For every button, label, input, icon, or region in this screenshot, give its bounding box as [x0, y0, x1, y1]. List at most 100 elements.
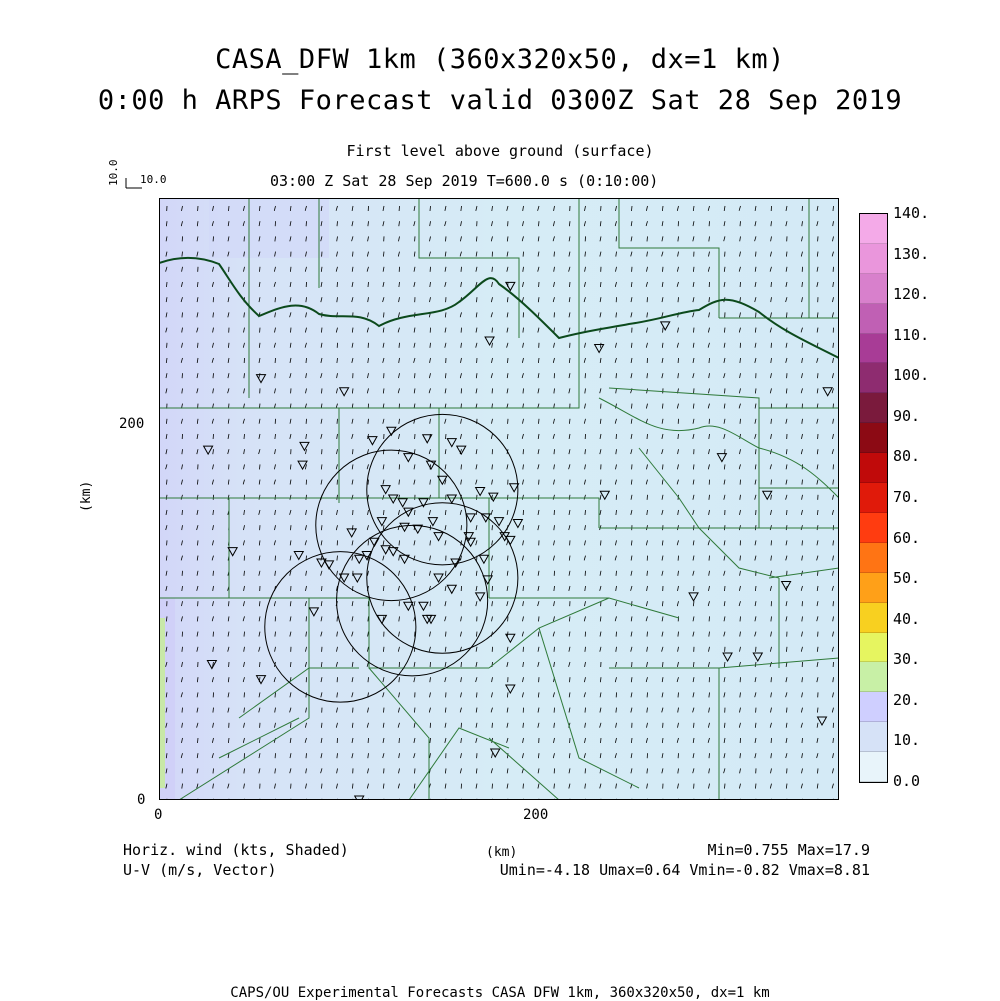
wind-vector: [647, 434, 648, 439]
wind-vector: [213, 571, 214, 576]
min-max-readout: Min=0.755 Max=17.9: [707, 843, 870, 858]
colorbar-label: 0.0: [893, 774, 920, 789]
wind-vector: [415, 373, 416, 378]
wind-vector: [833, 206, 834, 211]
wind-vector: [694, 328, 695, 333]
y-tick-label-200: 200: [119, 417, 144, 431]
uv-range-readout: Umin=-4.18 Umax=0.64 Vmin=-0.82 Vmax=8.8…: [500, 863, 870, 878]
colorbar-label: 70.: [893, 490, 920, 505]
colorbar-swatch: [860, 334, 887, 364]
colorbar-swatch: [860, 752, 887, 782]
wind-vector: [229, 206, 230, 211]
wind-vector: [492, 525, 493, 530]
wind-vector: [399, 343, 400, 348]
wind-vector: [430, 601, 431, 606]
wind-vector: [337, 419, 338, 424]
wind-vector: [616, 373, 617, 378]
wind-vector: [260, 662, 261, 667]
wind-vector: [399, 738, 400, 743]
wind-vector: [678, 692, 679, 697]
credit-line: CAPS/OU Experimental Forecasts CASA DFW …: [0, 986, 1000, 1000]
wind-vector: [632, 206, 633, 211]
wind-vector: [601, 738, 602, 743]
wind-vector: [802, 540, 803, 545]
wind-vector: [554, 449, 555, 454]
shading-variable-label: Horiz. wind (kts, Shaded): [123, 843, 349, 858]
wind-vector: [756, 449, 757, 454]
x-tick-label-0: 0: [154, 808, 162, 822]
colorbar-label: 90.: [893, 409, 920, 424]
wind-vector: [539, 616, 540, 621]
colorbar-swatch: [860, 304, 887, 334]
wind-vector: [709, 753, 710, 758]
wind-vector: [337, 616, 338, 621]
wind-vector: [647, 236, 648, 241]
wind-vector: [244, 236, 245, 241]
wind-vector: [585, 510, 586, 515]
wind-vector: [399, 540, 400, 545]
wind-vector: [771, 282, 772, 287]
wind-vector: [461, 464, 462, 469]
wind-vector: [477, 297, 478, 302]
wind-vector: [260, 464, 261, 469]
wind-vector: [632, 601, 633, 606]
wind-vector: [709, 556, 710, 561]
wind-vector: [167, 282, 168, 287]
wind-vector: [663, 464, 664, 469]
wind-vector: [415, 571, 416, 576]
wind-vector: [663, 267, 664, 272]
wind-vector: [570, 480, 571, 485]
colorbar-label: 50.: [893, 571, 920, 586]
wind-vector: [802, 738, 803, 743]
wind-vector: [787, 510, 788, 515]
wind-vector: [601, 343, 602, 348]
wind-vector: [632, 404, 633, 409]
wind-vector: [291, 328, 292, 333]
wind-vector: [291, 723, 292, 728]
colorbar-label: 20.: [893, 693, 920, 708]
colorbar-label: 40.: [893, 612, 920, 627]
wind-vector: [260, 267, 261, 272]
colorbar-swatch: [860, 393, 887, 423]
wind-map-plot: [159, 198, 839, 800]
wind-shading-north: [209, 198, 329, 258]
wind-vector: [771, 677, 772, 682]
wind-vector: [833, 601, 834, 606]
wind-vector: [787, 312, 788, 317]
y-tick-label-0: 0: [137, 793, 145, 807]
wind-vector: [291, 525, 292, 530]
wind-vector: [353, 252, 354, 257]
x-axis-label: (km): [486, 846, 517, 859]
wind-vector: [601, 540, 602, 545]
wind-vector: [663, 662, 664, 667]
wind-vector: [182, 708, 183, 713]
wind-vector: [446, 434, 447, 439]
colorbar-swatch: [860, 633, 887, 663]
wind-vector: [306, 358, 307, 363]
wind-vector: [570, 282, 571, 287]
colorbar-label: 100.: [893, 368, 929, 383]
colorbar-swatch: [860, 423, 887, 453]
colorbar-swatch: [860, 692, 887, 722]
wind-vector: [384, 312, 385, 317]
wind-vector: [275, 692, 276, 697]
wind-vector: [213, 768, 214, 773]
reference-vector-icon: [124, 178, 144, 190]
wind-vector: [198, 540, 199, 545]
wind-vector: [771, 480, 772, 485]
wind-vector: [384, 708, 385, 713]
wind-vector: [167, 480, 168, 485]
wind-vector: [492, 328, 493, 333]
vector-variable-label: U-V (m/s, Vector): [123, 863, 277, 878]
wind-vector: [368, 677, 369, 682]
colorbar-label: 60.: [893, 531, 920, 546]
colorbar-swatch: [860, 363, 887, 393]
wind-vector: [306, 753, 307, 758]
wind-vector: [539, 221, 540, 226]
wind-vector: [384, 510, 385, 515]
colorbar: [859, 213, 888, 783]
level-subtitle: First level above ground (surface): [0, 144, 1000, 159]
wind-vector: [213, 373, 214, 378]
plot-title-line2: 0:00 h ARPS Forecast valid 0300Z Sat 28 …: [0, 87, 1000, 114]
wind-vector: [275, 495, 276, 500]
